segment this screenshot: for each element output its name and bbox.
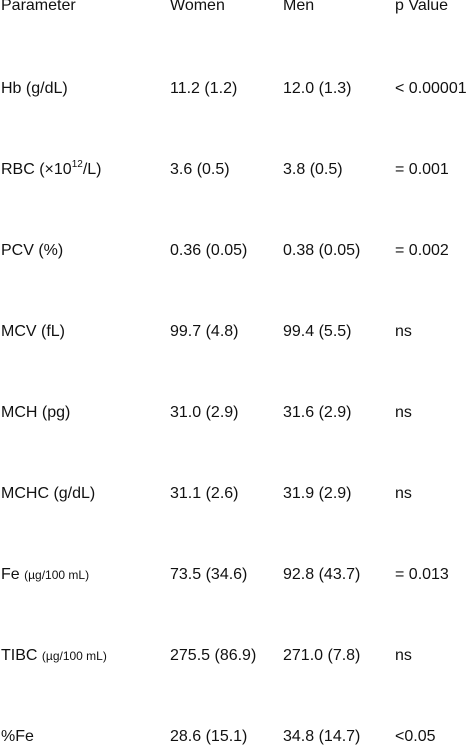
row-fe-p: = 0.013	[395, 566, 449, 583]
row-tibc-p: ns	[395, 647, 412, 664]
row-pcv-men: 0.38 (0.05)	[283, 242, 361, 259]
row-rbc-parameter: RBC (×1012/L)	[1, 158, 102, 179]
row-fe-men: 92.8 (43.7)	[283, 566, 361, 583]
row-tibc-men: 271.0 (7.8)	[283, 647, 361, 664]
header-men: Men	[283, 0, 315, 14]
row-fe-parameter-main: Fe	[1, 566, 20, 583]
row-hb-p: < 0.00001	[395, 80, 467, 97]
row-tibc-parameter: TIBC (µg/100 mL)	[1, 647, 107, 665]
row-rbc-exponent: 12	[71, 158, 83, 170]
row-rbc-men: 3.8 (0.5)	[283, 161, 343, 178]
row-pcv-women: 0.36 (0.05)	[170, 242, 248, 259]
row-fe-parameter: Fe (µg/100 mL)	[1, 566, 89, 584]
row-mchc-men: 31.9 (2.9)	[283, 485, 352, 502]
row-rbc-women: 3.6 (0.5)	[170, 161, 230, 178]
row-mcv-p: ns	[395, 323, 412, 340]
row-rbc-parameter-main: RBC (×10	[1, 161, 72, 178]
row-fe-women: 73.5 (34.6)	[170, 566, 248, 583]
row-mchc-p: ns	[395, 485, 412, 502]
row-mchc-women: 31.1 (2.6)	[170, 485, 239, 502]
row-mchc-parameter: MCHC (g/dL)	[1, 485, 96, 502]
row-mcv-men: 99.4 (5.5)	[283, 323, 352, 340]
row-pct-fe-parameter: %Fe	[1, 728, 34, 745]
row-rbc-p: = 0.001	[395, 161, 449, 178]
row-mch-women: 31.0 (2.9)	[170, 404, 239, 421]
row-hb-parameter: Hb (g/dL)	[1, 80, 68, 97]
row-pct-fe-p: <0.05	[395, 728, 436, 745]
row-tibc-parameter-main: TIBC	[1, 647, 38, 664]
row-fe-parameter-unit: (µg/100 mL)	[24, 568, 90, 582]
row-pct-fe-women: 28.6 (15.1)	[170, 728, 248, 745]
header-women: Women	[170, 0, 225, 14]
row-tibc-women: 275.5 (86.9)	[170, 647, 257, 664]
row-rbc-parameter-tail: /L)	[82, 161, 102, 178]
row-pcv-parameter: PCV (%)	[1, 242, 64, 259]
row-mch-p: ns	[395, 404, 412, 421]
row-mcv-parameter: MCV (fL)	[1, 323, 65, 340]
row-mch-men: 31.6 (2.9)	[283, 404, 352, 421]
header-parameter: Parameter	[1, 0, 76, 14]
row-mcv-women: 99.7 (4.8)	[170, 323, 239, 340]
row-pcv-p: = 0.002	[395, 242, 449, 259]
row-hb-women: 11.2 (1.2)	[170, 80, 238, 97]
row-mch-parameter: MCH (pg)	[1, 404, 71, 421]
header-p-value: p Value	[395, 0, 449, 14]
row-pct-fe-men: 34.8 (14.7)	[283, 728, 361, 745]
row-hb-men: 12.0 (1.3)	[283, 80, 352, 97]
row-tibc-parameter-unit: (µg/100 mL)	[41, 649, 107, 663]
